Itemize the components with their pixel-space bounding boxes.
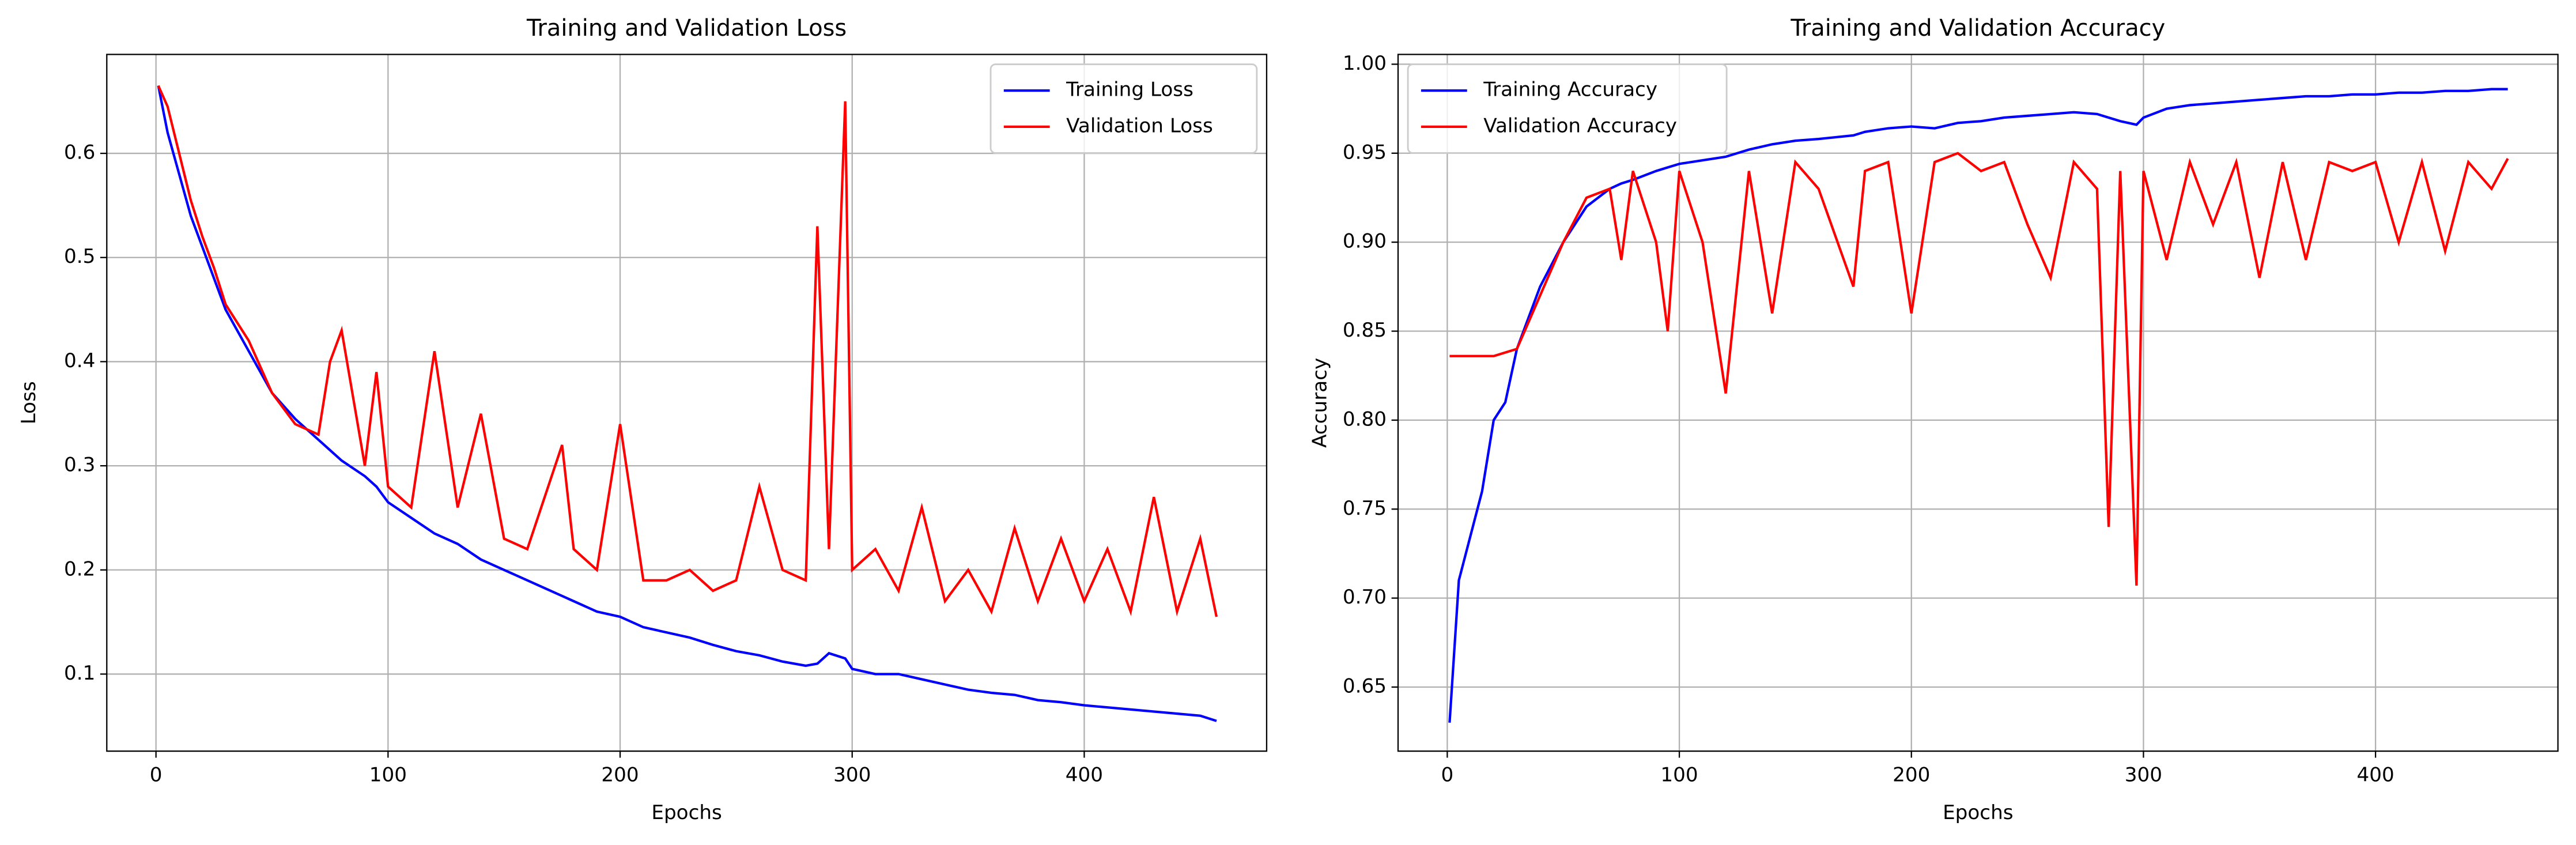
y-tick-label: 0.80: [1343, 408, 1387, 431]
x-tick-label: 400: [2356, 763, 2394, 786]
y-axis-label: Accuracy: [1309, 358, 1332, 448]
y-tick-label: 1.00: [1343, 52, 1387, 75]
y-tick-label: 0.90: [1343, 230, 1387, 253]
x-tick-label: 0: [150, 763, 163, 786]
x-tick-label: 100: [1660, 763, 1698, 786]
x-axis-label: Epochs: [651, 801, 722, 824]
y-tick-label: 0.95: [1343, 141, 1387, 164]
y-tick-label: 0.65: [1343, 675, 1387, 698]
plot-frame: [106, 54, 1268, 752]
legend-box: [1407, 63, 1728, 154]
y-tick-label: 0.2: [64, 557, 95, 580]
x-tick-label: 400: [1066, 763, 1103, 786]
y-tick-label: 0.5: [64, 245, 95, 268]
x-tick-label: 300: [2125, 763, 2162, 786]
data-line: [1449, 152, 2509, 586]
data-line: [157, 85, 1217, 722]
y-tick-label: 0.4: [64, 349, 95, 372]
x-axis-label: Epochs: [1943, 801, 2014, 824]
chart-title: Training and Validation Loss: [526, 15, 847, 42]
y-tick-label: 0.85: [1343, 319, 1387, 342]
x-tick-label: 100: [369, 763, 407, 786]
plot-frame: [1397, 54, 2559, 752]
legend-label: Validation Loss: [1066, 114, 1213, 137]
y-tick-label: 0.6: [64, 141, 95, 164]
x-tick-label: 300: [833, 763, 871, 786]
y-tick-label: 0.3: [64, 454, 95, 477]
legend-label: Training Loss: [1066, 78, 1193, 101]
y-tick-label: 0.75: [1343, 497, 1387, 520]
legend-box: [989, 63, 1258, 154]
x-tick-label: 200: [1893, 763, 1930, 786]
y-tick-label: 0.70: [1343, 586, 1387, 609]
y-tick-label: 0.1: [64, 662, 95, 685]
chart-title: Training and Validation Accuracy: [1790, 15, 2165, 42]
legend-label: Training Accuracy: [1483, 78, 1657, 101]
data-line: [1448, 88, 2508, 723]
x-tick-label: 200: [601, 763, 639, 786]
legend-label: Validation Accuracy: [1483, 114, 1677, 137]
data-line: [157, 85, 1218, 617]
x-tick-label: 0: [1441, 763, 1453, 786]
y-axis-label: Loss: [17, 381, 40, 424]
